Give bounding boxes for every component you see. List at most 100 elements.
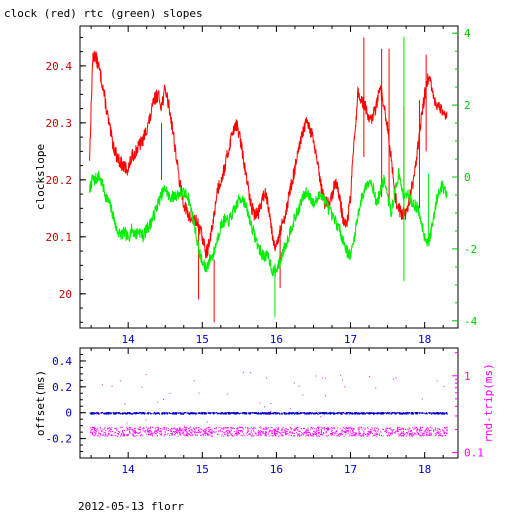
round-trip-point xyxy=(225,427,227,429)
round-trip-point xyxy=(95,433,97,435)
round-trip-point xyxy=(227,429,229,431)
round-trip-point xyxy=(206,428,208,429)
round-trip-point xyxy=(103,432,105,433)
round-trip-point xyxy=(387,435,388,437)
round-trip-point xyxy=(271,431,273,433)
round-trip-point xyxy=(107,427,109,429)
round-trip-point xyxy=(315,431,317,433)
round-trip-point xyxy=(111,434,113,436)
round-trip-point xyxy=(440,430,442,432)
offset-point xyxy=(257,413,259,415)
round-trip-point xyxy=(210,435,212,437)
offset-point xyxy=(290,412,292,414)
round-trip-point xyxy=(264,434,266,435)
offset-point xyxy=(208,412,210,414)
offset-point xyxy=(398,412,400,414)
offset-point xyxy=(266,412,268,414)
round-trip-point xyxy=(171,430,173,432)
round-trip-point xyxy=(195,431,197,433)
round-trip-point xyxy=(129,431,130,433)
offset-point xyxy=(122,413,124,415)
round-trip-outlier xyxy=(289,408,291,410)
round-trip-point xyxy=(421,434,423,436)
round-trip-point xyxy=(320,431,322,433)
round-trip-point xyxy=(126,429,128,431)
round-trip-point xyxy=(296,432,298,434)
round-trip-outlier xyxy=(145,374,147,376)
round-trip-point xyxy=(189,427,190,429)
bottom-right-axis: 0.11 xyxy=(452,352,484,460)
offset-point xyxy=(275,412,277,414)
offset-point xyxy=(125,413,128,415)
round-trip-point xyxy=(94,430,96,432)
offset-point xyxy=(153,413,155,415)
offset-point xyxy=(265,413,267,415)
round-trip-point xyxy=(417,434,419,436)
offset-point xyxy=(399,412,401,414)
round-trip-point xyxy=(372,428,374,430)
round-trip-point xyxy=(171,434,173,436)
offset-point xyxy=(109,412,111,414)
round-trip-point xyxy=(217,434,218,436)
round-trip-point xyxy=(155,433,156,434)
round-trip-point xyxy=(408,427,410,429)
round-trip-point xyxy=(189,434,191,436)
round-trip-point xyxy=(416,433,418,435)
offset-point xyxy=(97,412,99,414)
round-trip-point xyxy=(91,432,93,434)
offset-point xyxy=(376,413,378,415)
offset-point xyxy=(188,413,190,415)
offset-point xyxy=(396,412,398,414)
round-trip-point xyxy=(154,431,156,433)
round-trip-point xyxy=(159,433,161,435)
offset-point xyxy=(222,412,224,414)
round-trip-point xyxy=(274,433,276,434)
offset-point xyxy=(325,412,327,414)
round-trip-point xyxy=(322,427,324,429)
offset-point xyxy=(283,412,285,414)
round-trip-point xyxy=(144,431,146,433)
round-trip-point xyxy=(160,428,162,429)
offset-point xyxy=(362,413,364,415)
round-trip-point xyxy=(132,433,134,435)
offset-point xyxy=(237,412,239,414)
round-trip-outlier xyxy=(340,374,342,376)
round-trip-point xyxy=(147,428,148,430)
offset-point xyxy=(353,413,355,415)
round-trip-point xyxy=(164,432,166,434)
offset-point xyxy=(101,412,103,414)
round-trip-point xyxy=(195,435,197,436)
offset-point xyxy=(176,412,178,414)
round-trip-point xyxy=(239,427,241,429)
round-trip-point xyxy=(232,427,234,429)
offset-point xyxy=(183,412,185,414)
round-trip-point xyxy=(167,430,169,432)
round-trip-point xyxy=(211,433,213,435)
round-trip-point xyxy=(266,429,268,430)
round-trip-point xyxy=(418,433,419,434)
offset-point xyxy=(319,412,322,415)
round-trip-point xyxy=(429,426,431,428)
round-trip-point xyxy=(259,430,260,432)
round-trip-point xyxy=(99,432,101,434)
offset-point xyxy=(368,412,370,414)
offset-point xyxy=(103,412,105,415)
offset-point xyxy=(403,413,405,415)
round-trip-point xyxy=(334,432,336,434)
offset-point xyxy=(376,413,378,415)
round-trip-point xyxy=(282,431,284,433)
round-trip-point xyxy=(228,427,230,429)
round-trip-point xyxy=(155,430,157,432)
offset-point xyxy=(223,413,225,415)
round-trip-outlier xyxy=(141,386,143,388)
round-trip-point xyxy=(240,429,242,431)
round-trip-point xyxy=(149,430,150,431)
round-trip-outlier xyxy=(193,380,195,382)
round-trip-point xyxy=(149,431,151,433)
round-trip-point xyxy=(248,429,250,431)
round-trip-point xyxy=(252,429,254,431)
round-trip-point xyxy=(280,433,282,435)
round-trip-point xyxy=(326,428,328,429)
round-trip-point xyxy=(148,427,149,429)
